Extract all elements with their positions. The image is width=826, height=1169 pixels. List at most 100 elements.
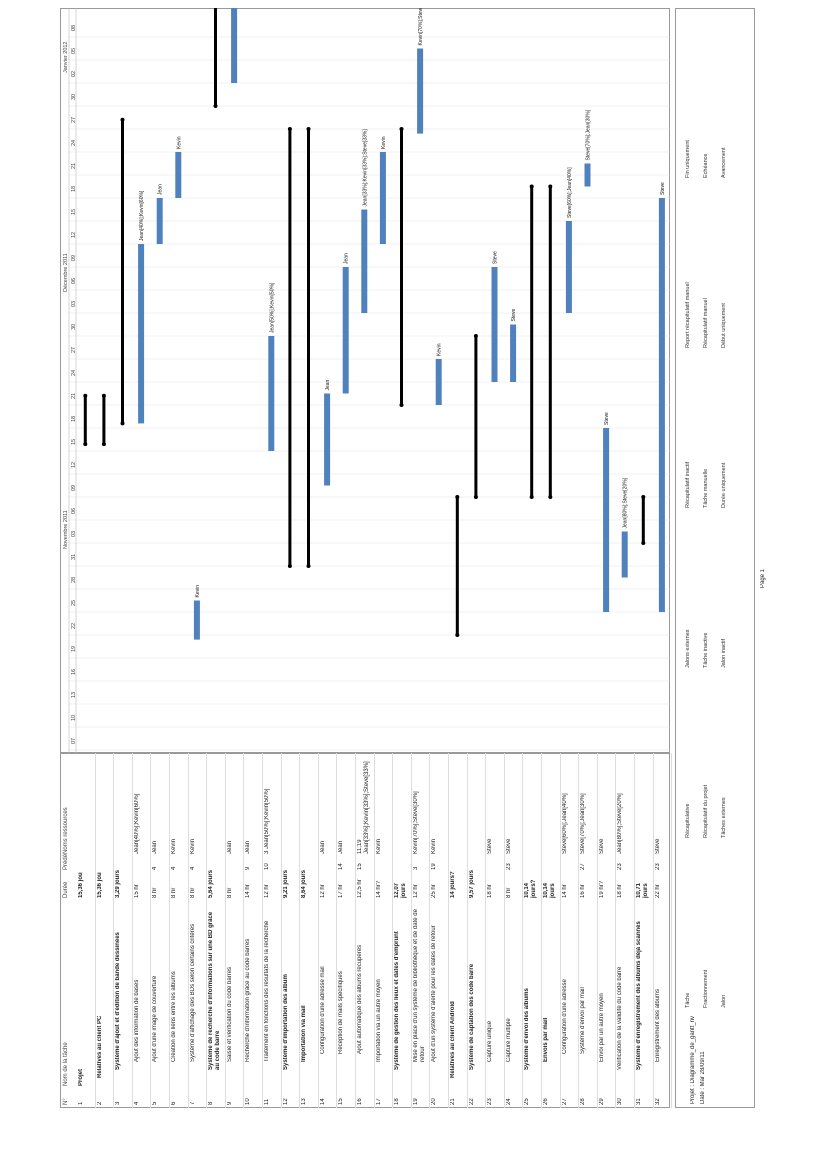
legend-item: Récapitulative xyxy=(685,803,691,838)
legend-item: Avancement xyxy=(721,147,727,178)
summary-end-marker xyxy=(455,495,460,499)
task-bar xyxy=(565,221,572,313)
legend-item: Jalons externes xyxy=(685,629,691,668)
summary-bar xyxy=(102,395,106,445)
day-tick-label: 24 xyxy=(71,140,77,146)
task-bar xyxy=(342,267,349,394)
month-label: Décembre 2011 xyxy=(63,253,69,292)
summary-end-marker xyxy=(455,633,460,637)
task-bar-label: Steve[60%];Jean[40%] xyxy=(567,167,573,218)
day-tick-label: 25 xyxy=(71,600,77,606)
summary-end-marker xyxy=(473,495,478,499)
task-bar xyxy=(231,8,238,83)
summary-bar xyxy=(307,129,310,566)
day-tick-label: 12 xyxy=(71,462,77,468)
task-bar xyxy=(324,393,331,486)
month-label: Novembre 2011 xyxy=(63,510,69,549)
task-bar xyxy=(175,152,182,198)
task-bar xyxy=(379,152,386,244)
day-tick-label: 06 xyxy=(71,508,77,514)
legend-item: Récapitulatif du projet xyxy=(703,784,709,838)
legend-item: Tâche xyxy=(685,992,691,1008)
summary-end-marker xyxy=(641,541,646,545)
day-tick-label: 03 xyxy=(71,531,77,537)
summary-bar xyxy=(455,497,459,635)
day-tick-label: 22 xyxy=(71,623,77,629)
legend-item: Tâche manuelle xyxy=(703,468,709,508)
legend-item: Récapitulatif inactif xyxy=(685,461,691,508)
day-tick-label: 06 xyxy=(71,278,77,284)
task-bar-label: Kevin xyxy=(195,585,201,598)
summary-bar xyxy=(214,8,217,106)
legend-item: Durée uniquement xyxy=(721,462,727,508)
summary-bar xyxy=(288,129,292,566)
task-bar-label: Kevin xyxy=(437,343,443,356)
legend-item: Report récapitulatif manuel xyxy=(685,282,691,348)
gantt-rotated-layout: N° Nom de la tâche Durée Prédé Noms ress… xyxy=(60,8,820,1108)
legend-item: Jalon inactif xyxy=(721,638,727,668)
day-tick-label: 09 xyxy=(71,255,77,261)
day-tick-label: 12 xyxy=(71,232,77,238)
summary-bar xyxy=(641,497,645,543)
summary-end-marker xyxy=(120,117,125,122)
day-tick-label: 09 xyxy=(71,485,77,491)
task-bar xyxy=(268,336,275,451)
day-tick-label: 08 xyxy=(71,25,77,31)
task-bar-label: Jean xyxy=(344,253,350,264)
day-tick-label: 21 xyxy=(71,393,77,399)
summary-end-marker xyxy=(399,127,404,131)
day-tick-label: 16 xyxy=(71,669,77,675)
task-bar-label: Jean[50%];Kevin[50%] xyxy=(269,282,275,333)
task-bar-label: Kevin xyxy=(381,136,387,149)
day-tick-label: 31 xyxy=(71,554,77,560)
task-bar-label: Jean xyxy=(158,184,164,195)
summary-end-marker xyxy=(83,393,88,398)
task-bar-label: Steve xyxy=(604,412,610,425)
task-bar xyxy=(138,244,145,424)
gantt-chart: 07 10 13 16 19 22 25 28 31 03 06 09 12 15 18 21 24 27 30 03… xyxy=(63,8,670,753)
legend-item: Tâche inactive xyxy=(703,632,709,668)
footer-page: Page 1 xyxy=(760,568,766,588)
day-tick-label: 18 xyxy=(71,186,77,192)
summary-end-marker xyxy=(641,495,646,499)
task-bar-label: Jean[40%];Kevin[60%] xyxy=(139,190,145,241)
legend-item: Récapitulatif manuel xyxy=(703,298,709,348)
day-tick-label: 05 xyxy=(71,48,77,54)
task-bar-label: Steve xyxy=(660,182,666,195)
row-divider xyxy=(671,753,673,1108)
task-bar xyxy=(435,359,442,405)
summary-end-marker xyxy=(306,564,311,568)
summary-end-marker xyxy=(529,184,534,189)
legend-item: Jalon xyxy=(721,994,727,1008)
legend-item: Fractionnement xyxy=(703,969,709,1008)
day-tick-label: 24 xyxy=(71,370,77,376)
legend-item: Tâches externes xyxy=(721,797,727,838)
day-tick-label: 15 xyxy=(71,209,77,215)
summary-bar xyxy=(548,186,552,497)
day-tick-label: 30 xyxy=(71,94,77,100)
summary-end-marker xyxy=(473,334,478,338)
task-bar xyxy=(603,428,610,612)
day-tick-label: 28 xyxy=(71,577,77,583)
task-bar-label: Steve[70%];Jean[30%] xyxy=(586,109,592,160)
summary-end-marker xyxy=(120,421,125,426)
day-tick-label: 27 xyxy=(71,347,77,353)
summary-end-marker xyxy=(306,127,311,131)
legend-item: Échéance xyxy=(703,153,709,178)
day-tick-label: 21 xyxy=(71,163,77,169)
summary-bar xyxy=(530,186,534,497)
task-bar xyxy=(658,198,665,612)
summary-end-marker xyxy=(213,104,218,108)
task-bar xyxy=(156,198,163,244)
day-tick-label: 02 xyxy=(71,71,77,77)
footer-project: Projet : Diagramme_de_gantt_nv xyxy=(690,1015,696,1104)
day-tick-label: 07 xyxy=(71,738,77,744)
task-bar-label: Kevin[70%];Steve[30%] xyxy=(418,8,424,46)
summary-bar xyxy=(474,336,478,497)
task-bar xyxy=(193,600,200,640)
summary-bar xyxy=(121,119,124,424)
summary-end-marker xyxy=(83,442,88,447)
footer-date: Date : Mar 28/09/11 xyxy=(700,1051,706,1104)
summary-end-marker xyxy=(399,403,404,407)
